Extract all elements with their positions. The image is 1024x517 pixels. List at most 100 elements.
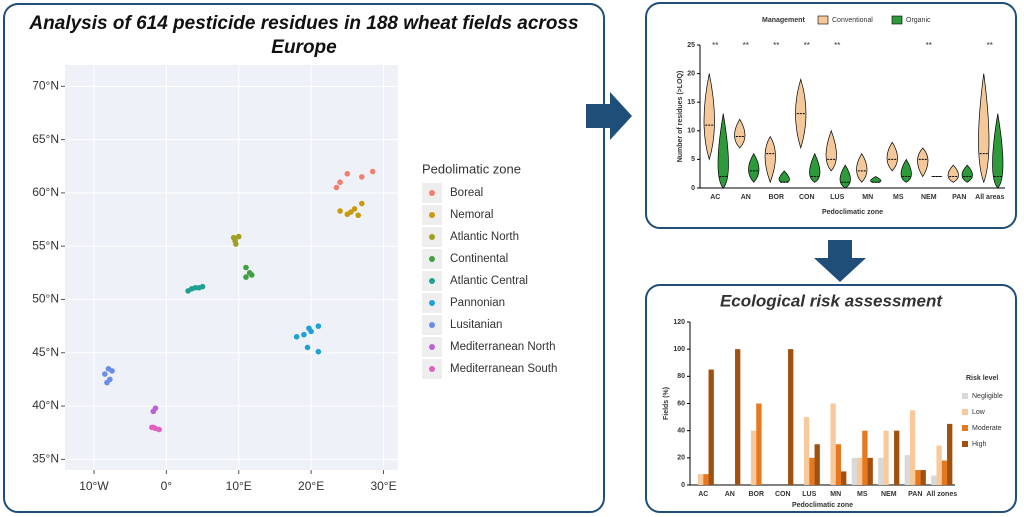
bar — [703, 474, 709, 485]
y-tick-label: 100 — [673, 346, 685, 353]
x-tick-label: PAN — [908, 491, 922, 498]
x-tick-label: LUS — [830, 194, 844, 201]
y-tick-label: 0 — [681, 482, 685, 489]
legend-label: Pannonian — [450, 297, 505, 309]
legend-label: Continental — [450, 253, 508, 265]
x-tick-label: MS — [857, 491, 868, 498]
point — [348, 209, 354, 215]
bar — [835, 444, 842, 485]
legend-marker — [429, 344, 435, 350]
y-tick-label: 65°N — [32, 132, 59, 146]
violin — [856, 153, 868, 183]
x-tick-label: 0° — [161, 479, 173, 493]
significance-label: ** — [926, 41, 932, 50]
legend-title: Risk level — [966, 375, 998, 382]
legend-label: Lusitanian — [450, 319, 502, 331]
legend-title: Management — [762, 17, 805, 24]
bar — [814, 444, 820, 485]
bar — [851, 457, 857, 485]
violin — [717, 113, 729, 189]
x-tick-label: LUS — [802, 491, 816, 498]
bar — [878, 457, 884, 485]
legend-marker — [962, 393, 968, 399]
y-tick-label: 10 — [687, 128, 695, 135]
legend-marker — [429, 190, 435, 196]
point — [150, 424, 157, 431]
point — [230, 234, 237, 241]
bar — [947, 423, 953, 485]
x-tick-label: NEM — [921, 194, 937, 201]
y-tick-label: 35°N — [32, 452, 59, 466]
point — [359, 200, 365, 207]
legend-label: Boreal — [450, 187, 483, 199]
legend-label: Atlantic Central — [450, 275, 528, 287]
point — [233, 241, 239, 247]
bar — [841, 471, 847, 485]
x-axis-label: Pedoclimatic zone — [822, 209, 883, 216]
y-axis-label: Number of residues (>LOQ) — [677, 71, 684, 163]
bar — [920, 470, 926, 485]
x-tick-label: BOR — [768, 194, 784, 201]
legend-marker — [962, 441, 968, 447]
x-tick-label: 20°E — [298, 479, 324, 493]
bar — [941, 460, 948, 485]
x-tick-label: 30°E — [370, 479, 396, 493]
bar — [750, 430, 757, 485]
x-tick-label: AC — [710, 194, 720, 201]
point — [102, 371, 108, 377]
bar — [909, 410, 916, 485]
y-tick-label: 15 — [687, 99, 695, 106]
bar — [803, 417, 810, 485]
legend-label: Low — [972, 409, 986, 416]
bar — [708, 369, 714, 485]
x-tick-label: AC — [698, 491, 708, 498]
bar — [915, 470, 921, 485]
point — [369, 168, 376, 175]
y-tick-label: 20 — [677, 455, 685, 462]
point — [315, 323, 322, 329]
legend-label: Negligible — [972, 393, 1003, 400]
point — [104, 379, 110, 386]
bar — [856, 457, 863, 485]
point — [344, 170, 351, 177]
legend-marker — [962, 425, 968, 431]
y-tick-label: 70°N — [32, 78, 59, 92]
x-tick-label: CON — [775, 491, 791, 498]
point — [109, 368, 115, 374]
point — [293, 333, 300, 340]
x-tick-label: All areas — [975, 194, 1004, 201]
x-tick-label: 10°W — [79, 479, 109, 493]
violin — [978, 73, 990, 184]
legend-label: Nemoral — [450, 209, 493, 221]
point — [337, 179, 343, 186]
y-axis-label: Fields (%) — [663, 387, 670, 420]
point — [248, 272, 255, 278]
y-tick-label: 40 — [677, 428, 685, 435]
violin — [917, 147, 929, 178]
point — [301, 331, 307, 338]
bar — [936, 445, 942, 485]
bar — [904, 455, 910, 485]
bar — [735, 349, 741, 485]
legend-label: Mediterranean South — [450, 363, 557, 375]
x-axis-label: Pedoclimatic zone — [792, 502, 853, 509]
violin — [764, 135, 776, 184]
arrow — [814, 240, 866, 282]
significance-label: ** — [712, 41, 718, 50]
violin — [886, 141, 898, 172]
legend-label: Moderate — [972, 425, 1002, 432]
arrow — [586, 92, 632, 140]
x-tick-label: All zones — [926, 491, 957, 498]
y-tick-label: 25 — [687, 42, 695, 49]
x-tick-label: MN — [862, 194, 873, 201]
y-tick-label: 55°N — [32, 238, 59, 252]
legend-marker — [429, 300, 435, 306]
legend-title: Pedolimatic zone — [422, 161, 521, 176]
point — [188, 286, 195, 292]
point — [152, 405, 159, 411]
point — [315, 348, 322, 355]
violin — [947, 164, 959, 183]
y-tick-label: 60 — [677, 400, 685, 407]
